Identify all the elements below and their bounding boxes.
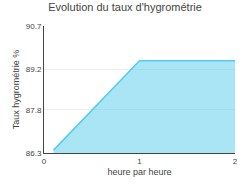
svg-text:Evolution du taux d'hygrométri: Evolution du taux d'hygrométrie <box>48 1 202 13</box>
svg-text:90.7: 90.7 <box>26 22 42 31</box>
svg-text:heure par heure: heure par heure <box>107 167 171 177</box>
svg-text:86.3: 86.3 <box>26 149 42 158</box>
svg-text:Taux hygrométrie %: Taux hygrométrie % <box>11 50 21 130</box>
svg-text:89.2: 89.2 <box>26 65 42 74</box>
svg-text:0: 0 <box>42 157 47 166</box>
svg-text:1: 1 <box>137 157 142 166</box>
svg-text:87.8: 87.8 <box>26 106 42 115</box>
svg-text:2: 2 <box>233 157 238 166</box>
